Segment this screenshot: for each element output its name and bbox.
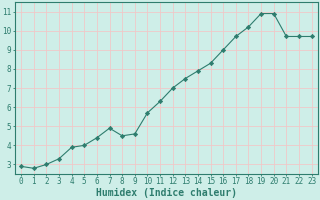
X-axis label: Humidex (Indice chaleur): Humidex (Indice chaleur) — [96, 188, 237, 198]
